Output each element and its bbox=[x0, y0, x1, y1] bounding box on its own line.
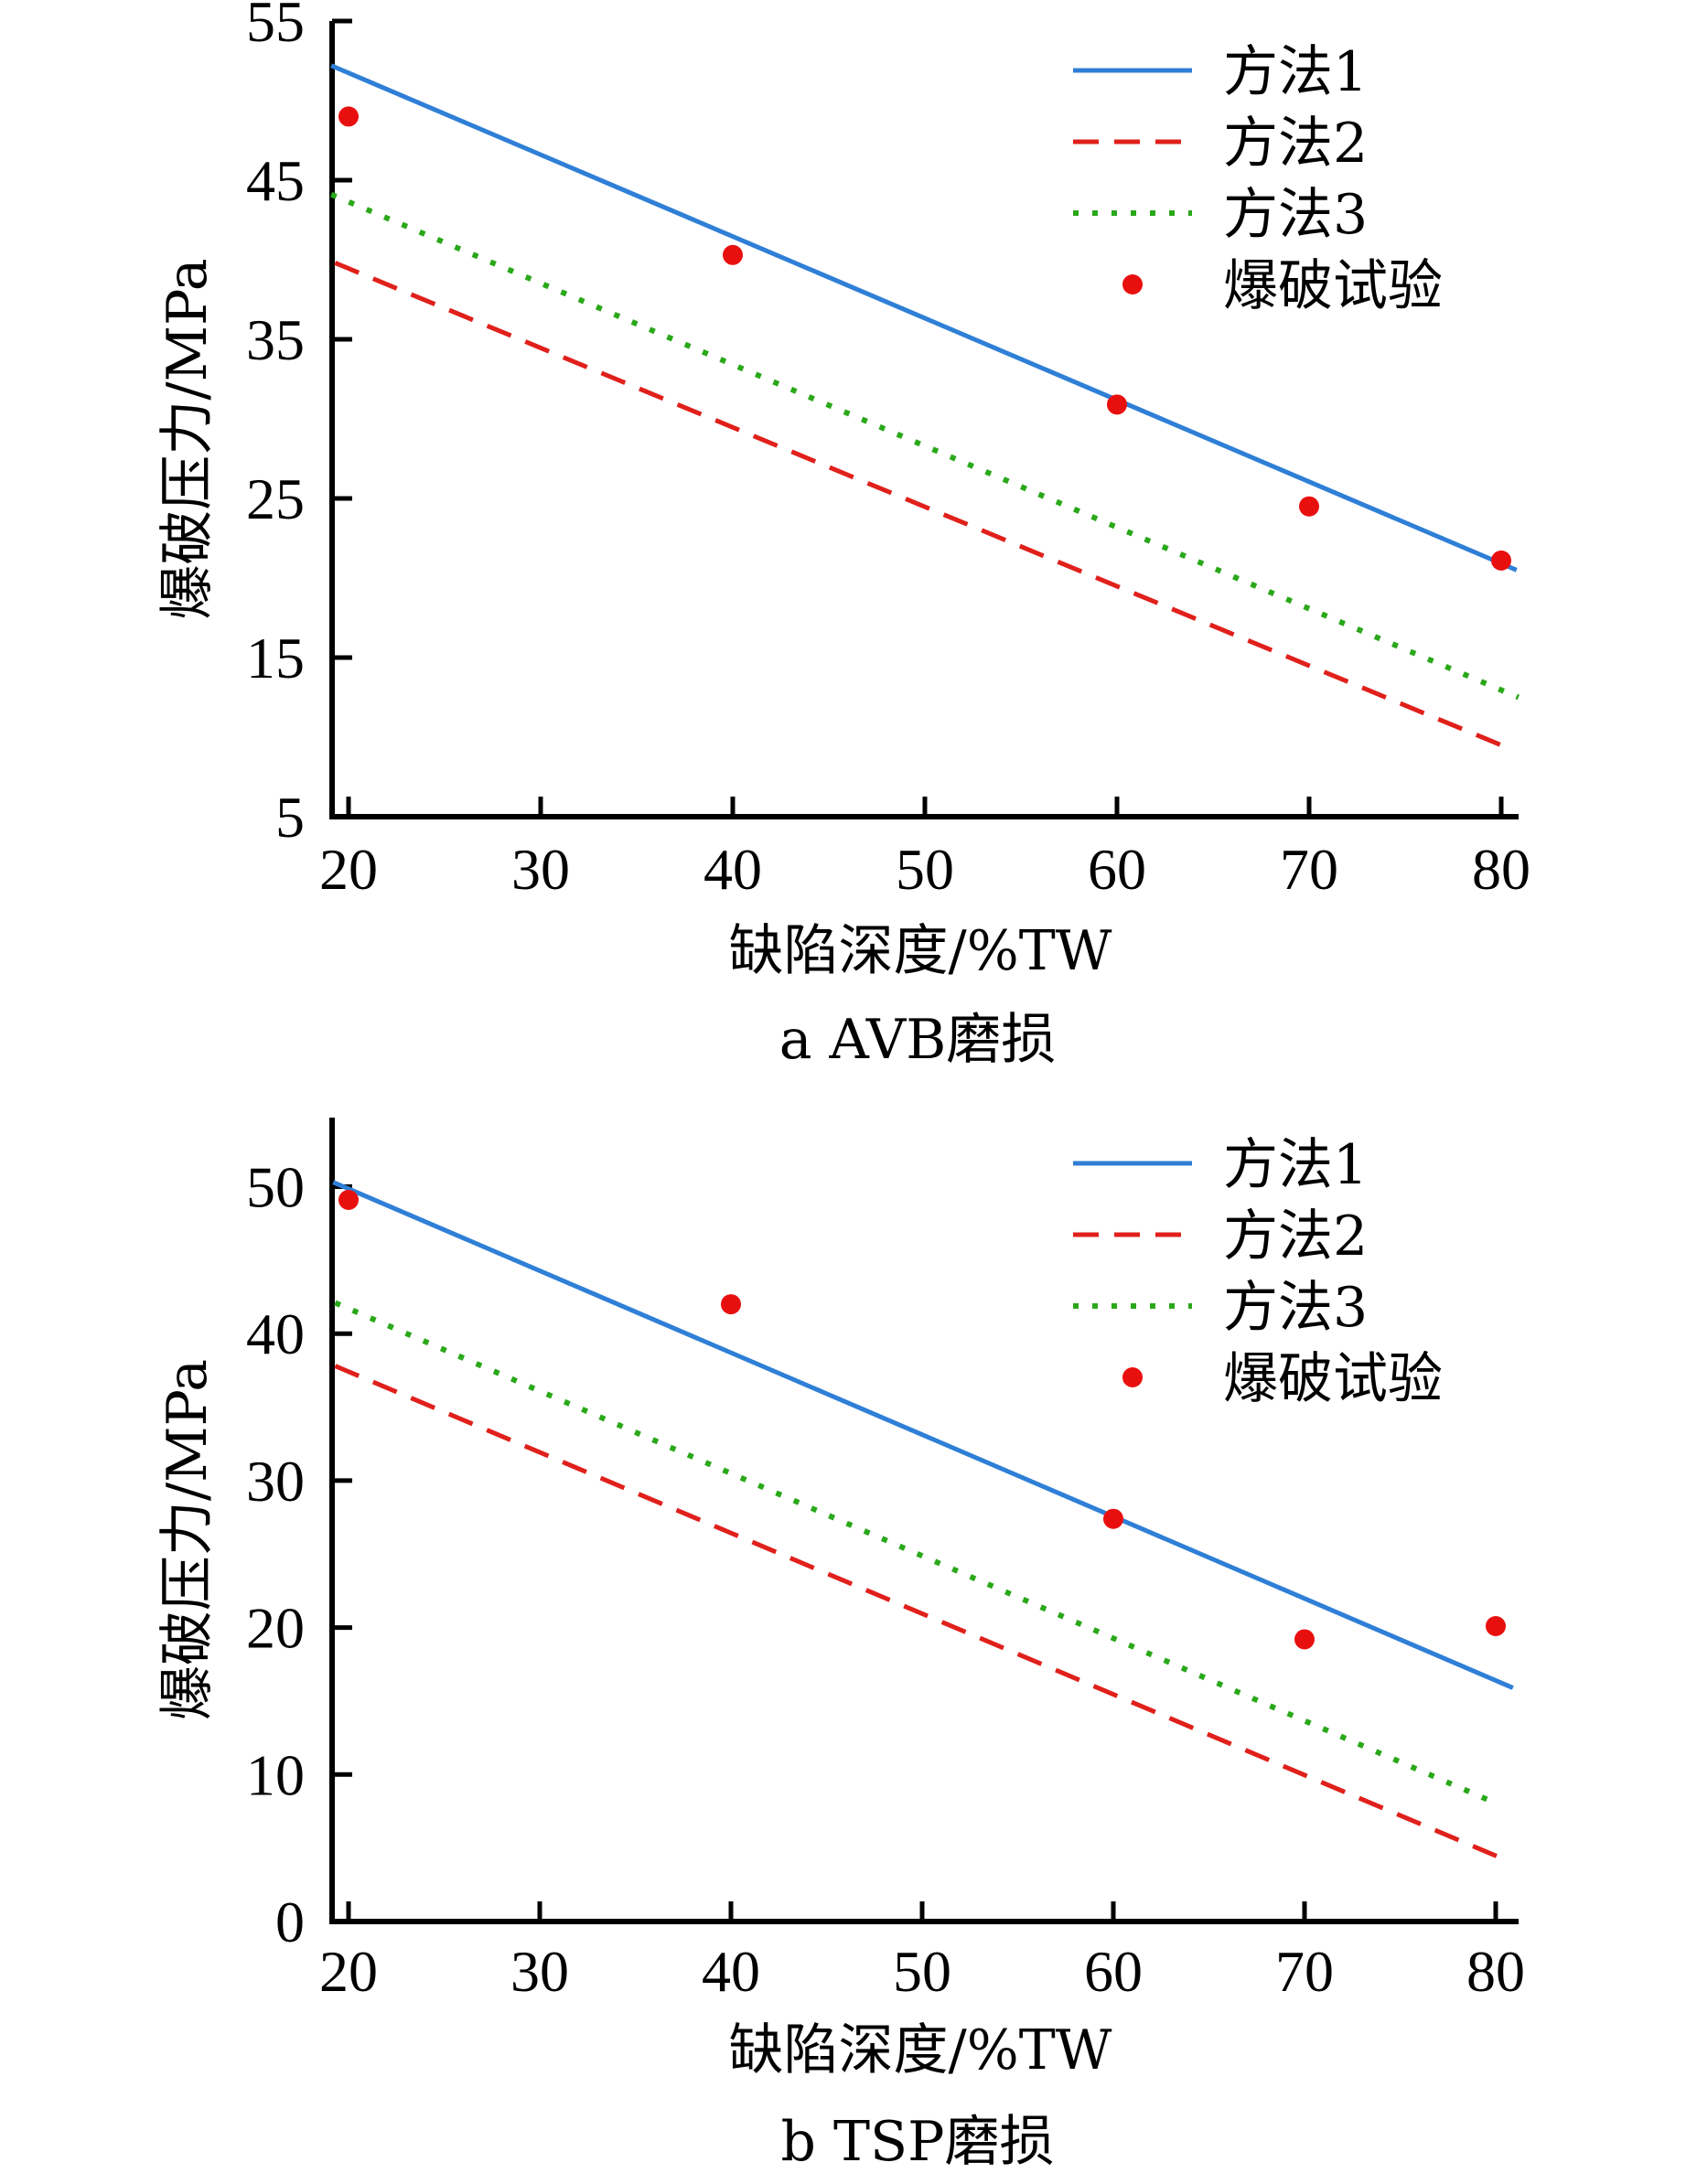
panel-caption: a AVB磨损 bbox=[779, 1008, 1057, 1072]
series-line-method-1 bbox=[332, 1180, 1514, 1690]
data-point-burst-test bbox=[338, 106, 359, 127]
y-tick-label: 55 bbox=[246, 0, 305, 54]
y-tick-label: 15 bbox=[246, 626, 305, 691]
series-line-method-2 bbox=[334, 261, 1510, 751]
data-point-burst-test bbox=[338, 1189, 359, 1210]
y-tick-label: 30 bbox=[246, 1449, 305, 1514]
x-tick-label: 50 bbox=[893, 1939, 951, 2004]
series-line-method-2 bbox=[334, 1364, 1507, 1862]
x-tick-label: 80 bbox=[1466, 1939, 1525, 2004]
y-tick-label: 35 bbox=[246, 307, 305, 372]
chart-panel-b: 0 10 20 30 40 50 20 30 40 50 60 70 80 缺陷深度/%TW 爆破压力/MP… bbox=[156, 1118, 1525, 2174]
y-tick-label: 45 bbox=[246, 148, 305, 213]
x-tick-label: 40 bbox=[703, 837, 762, 902]
data-point-burst-test bbox=[1486, 1616, 1506, 1637]
data-point-burst-test bbox=[1294, 1629, 1315, 1650]
x-tick-label: 70 bbox=[1275, 1939, 1334, 2004]
y-tick-label: 40 bbox=[246, 1301, 305, 1366]
y-tick-label: 50 bbox=[246, 1155, 305, 1220]
legend-marker-burst-test bbox=[1122, 1367, 1143, 1387]
x-tick-label: 70 bbox=[1280, 837, 1338, 902]
x-tick-label: 60 bbox=[1088, 837, 1146, 902]
legend-label: 方法2 bbox=[1223, 112, 1368, 176]
legend: 方法1 方法2 方法3 爆破试验 bbox=[1073, 40, 1443, 318]
x-tick-label: 20 bbox=[319, 1939, 378, 2004]
y-tick-label: 0 bbox=[275, 1890, 305, 1954]
x-tick-label: 20 bbox=[319, 837, 378, 902]
legend-label: 方法3 bbox=[1223, 1276, 1368, 1340]
x-tick-label: 30 bbox=[510, 1939, 569, 2004]
legend-label: 方法2 bbox=[1223, 1204, 1368, 1269]
y-tick-label: 10 bbox=[246, 1742, 305, 1807]
y-tick-label: 20 bbox=[246, 1596, 305, 1661]
x-tick-label: 80 bbox=[1472, 837, 1530, 902]
legend-marker-burst-test bbox=[1122, 274, 1143, 294]
x-axis-title: 缺陷深度/%TW bbox=[729, 919, 1112, 983]
x-tick-label: 40 bbox=[702, 1939, 760, 2004]
x-tick-label: 50 bbox=[896, 837, 954, 902]
series-line-method-1 bbox=[330, 63, 1518, 573]
legend-label: 方法3 bbox=[1223, 183, 1368, 247]
data-point-burst-test bbox=[1299, 496, 1319, 517]
data-point-burst-test bbox=[721, 1294, 741, 1315]
legend-label: 方法1 bbox=[1223, 1133, 1368, 1197]
series-line-method-3 bbox=[329, 191, 1520, 701]
legend-label: 方法1 bbox=[1223, 40, 1368, 104]
panel-caption: b TSP磨损 bbox=[781, 2110, 1055, 2174]
x-axis-title: 缺陷深度/%TW bbox=[729, 2018, 1112, 2082]
chart-panel-a: 5 15 25 35 45 55 20 30 40 50 60 70 80 缺陷深度/%TW 爆破压力/MP… bbox=[156, 0, 1530, 1072]
y-axis-title: 爆破压力/MPa bbox=[156, 258, 220, 619]
y-axis-title: 爆破压力/MPa bbox=[156, 1359, 220, 1720]
data-point-burst-test bbox=[1107, 394, 1127, 415]
x-tick-label: 30 bbox=[511, 837, 570, 902]
x-tick-label: 60 bbox=[1084, 1939, 1143, 2004]
y-tick-label: 25 bbox=[246, 466, 305, 531]
data-point-burst-test bbox=[1103, 1508, 1123, 1529]
y-tick-label: 5 bbox=[275, 785, 305, 850]
data-point-burst-test bbox=[1491, 550, 1511, 571]
legend-label: 爆破试验 bbox=[1223, 1347, 1443, 1411]
data-point-burst-test bbox=[723, 244, 743, 265]
legend: 方法1 方法2 方法3 爆破试验 bbox=[1073, 1133, 1443, 1411]
legend-label: 爆破试验 bbox=[1223, 254, 1443, 318]
